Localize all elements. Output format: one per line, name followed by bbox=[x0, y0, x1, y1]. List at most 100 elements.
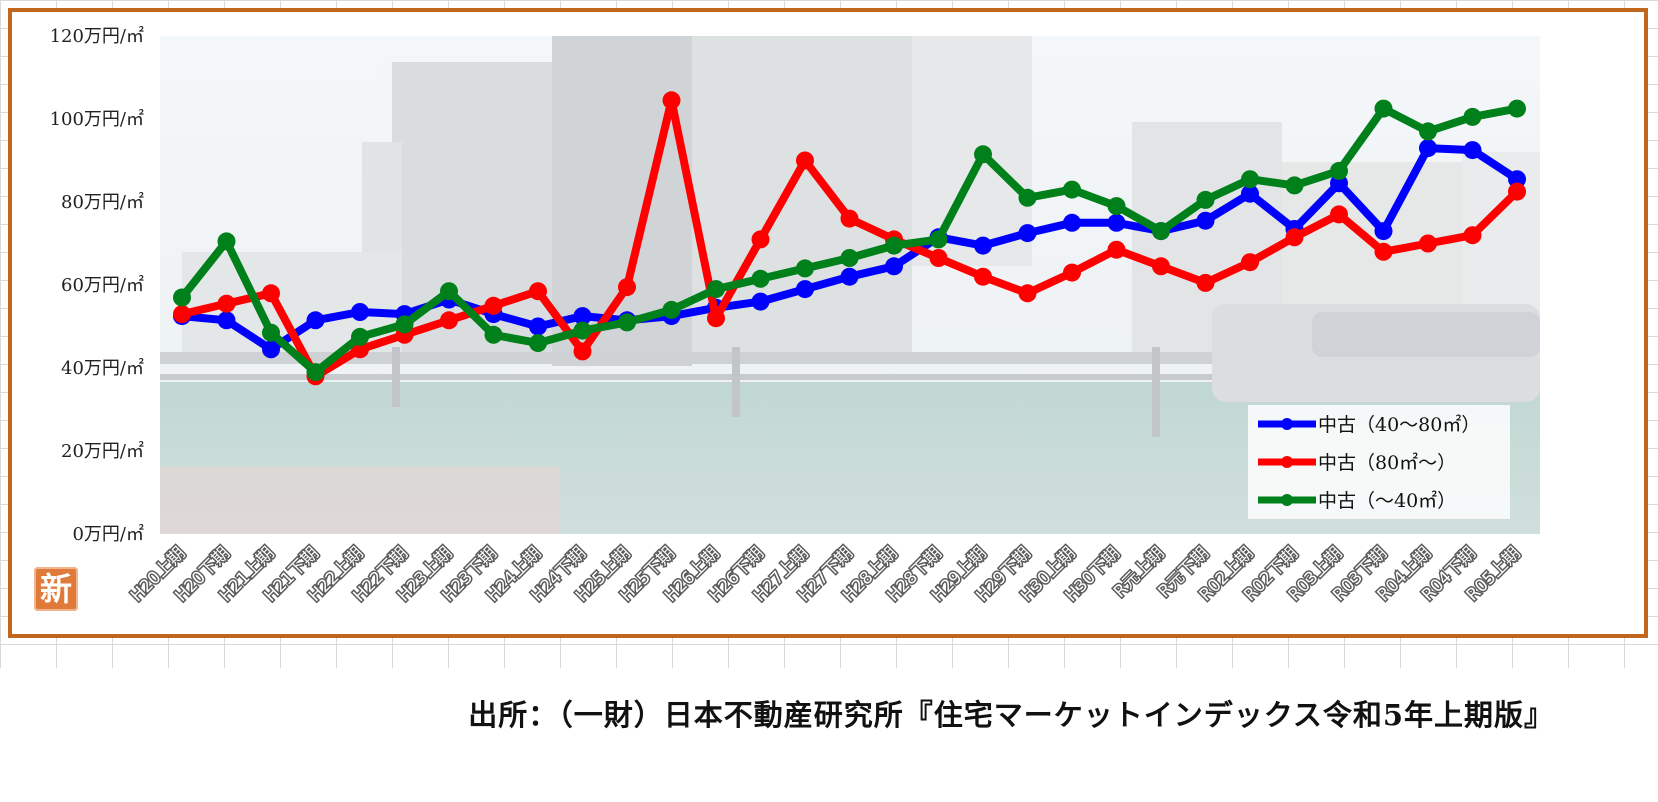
data-point bbox=[484, 325, 503, 344]
data-point bbox=[1508, 170, 1526, 189]
data-point bbox=[262, 284, 280, 303]
data-point bbox=[1419, 122, 1437, 141]
data-point bbox=[1196, 273, 1215, 292]
data-point bbox=[1018, 224, 1037, 243]
legend-swatch-marker bbox=[1281, 494, 1293, 506]
data-point bbox=[395, 315, 414, 334]
data-point bbox=[1241, 253, 1259, 272]
data-point bbox=[796, 259, 814, 278]
legend-swatch-marker bbox=[1281, 418, 1293, 430]
y-tick-label: 100万円/㎡ bbox=[50, 108, 144, 130]
data-point bbox=[529, 334, 547, 353]
data-point bbox=[306, 363, 325, 382]
data-point bbox=[1463, 141, 1482, 160]
y-tick-label: 0万円/㎡ bbox=[72, 523, 144, 545]
data-point bbox=[1107, 240, 1126, 259]
data-point bbox=[440, 282, 458, 301]
data-point bbox=[885, 236, 903, 255]
data-point bbox=[974, 236, 992, 255]
data-point bbox=[1018, 284, 1037, 303]
data-point bbox=[1196, 190, 1215, 209]
data-point bbox=[840, 249, 859, 267]
data-point bbox=[1330, 161, 1348, 180]
data-point bbox=[1374, 222, 1393, 241]
line-chart: 0万円/㎡ 20万円/㎡ 40万円/㎡ 60万円/㎡ 80万円/㎡ 100万円/㎡ 120万… bbox=[50, 25, 1540, 608]
y-tick-label: 20万円/㎡ bbox=[61, 440, 144, 462]
data-point bbox=[217, 294, 236, 313]
data-point bbox=[351, 327, 369, 346]
series-1 bbox=[173, 91, 1526, 386]
data-point bbox=[751, 292, 770, 311]
series-layer bbox=[173, 91, 1526, 386]
data-point bbox=[1419, 234, 1437, 253]
legend-swatch-marker bbox=[1281, 456, 1293, 468]
data-point bbox=[1063, 180, 1081, 199]
data-point bbox=[529, 282, 547, 301]
data-point bbox=[351, 303, 369, 321]
data-point bbox=[1374, 242, 1393, 261]
y-tick-label: 60万円/㎡ bbox=[61, 274, 144, 296]
data-point bbox=[618, 313, 636, 332]
data-point bbox=[573, 342, 592, 361]
data-point bbox=[1508, 182, 1526, 201]
y-tick-label: 40万円/㎡ bbox=[61, 357, 144, 379]
data-point bbox=[1152, 257, 1170, 276]
data-point bbox=[751, 230, 770, 249]
data-point bbox=[1018, 188, 1037, 207]
new-badge-icon: 新 bbox=[34, 567, 78, 611]
data-point bbox=[1330, 174, 1348, 193]
y-tick-label: 80万円/㎡ bbox=[61, 191, 144, 213]
data-point bbox=[217, 232, 236, 251]
data-point bbox=[662, 91, 681, 110]
data-point bbox=[573, 321, 592, 340]
legend-label: 中古（40～80㎡） bbox=[1318, 413, 1480, 436]
data-point bbox=[1330, 205, 1348, 224]
data-point bbox=[306, 311, 325, 330]
data-point bbox=[1241, 170, 1259, 189]
data-point bbox=[1241, 184, 1259, 203]
data-point bbox=[262, 340, 280, 359]
data-point bbox=[1063, 213, 1081, 232]
data-point bbox=[707, 280, 725, 299]
series-2 bbox=[173, 99, 1526, 382]
data-point bbox=[217, 311, 236, 330]
data-point bbox=[1374, 99, 1393, 118]
data-point bbox=[1285, 228, 1304, 247]
data-point bbox=[929, 249, 948, 267]
legend: 中古（40～80㎡） 中古（80㎡～） 中古（～40㎡） bbox=[1248, 405, 1510, 519]
data-point bbox=[885, 257, 903, 276]
data-point bbox=[173, 305, 191, 324]
data-point bbox=[796, 280, 814, 299]
data-point bbox=[751, 269, 770, 288]
data-point bbox=[262, 323, 280, 342]
legend-label: 中古（80㎡～） bbox=[1318, 451, 1456, 474]
data-point bbox=[1107, 213, 1126, 232]
data-point bbox=[1463, 226, 1482, 245]
data-point bbox=[840, 209, 859, 228]
data-point bbox=[1196, 211, 1215, 230]
data-point bbox=[1063, 263, 1081, 282]
data-point bbox=[484, 296, 503, 315]
data-point bbox=[929, 230, 948, 249]
data-point bbox=[1107, 197, 1126, 216]
legend-label: 中古（～40㎡） bbox=[1318, 489, 1456, 512]
data-point bbox=[529, 317, 547, 336]
source-caption: 出所：（一財）日本不動産研究所『住宅マーケットインデックス令和5年上期版』 bbox=[468, 688, 1554, 738]
data-point bbox=[1152, 222, 1170, 241]
data-point bbox=[1419, 139, 1437, 158]
data-point bbox=[707, 309, 725, 328]
y-axis: 0万円/㎡ 20万円/㎡ 40万円/㎡ 60万円/㎡ 80万円/㎡ 100万円/㎡ 120万… bbox=[50, 25, 144, 545]
data-point bbox=[440, 311, 458, 330]
data-point bbox=[173, 288, 191, 307]
data-point bbox=[662, 300, 681, 319]
data-point bbox=[974, 267, 992, 286]
chart-frame: 0万円/㎡ 20万円/㎡ 40万円/㎡ 60万円/㎡ 80万円/㎡ 100万円/㎡ 120万… bbox=[8, 8, 1648, 638]
data-point bbox=[974, 145, 992, 164]
y-tick-label: 120万円/㎡ bbox=[50, 25, 144, 47]
data-point bbox=[573, 307, 592, 326]
data-point bbox=[618, 278, 636, 297]
data-point bbox=[1508, 99, 1526, 118]
data-point bbox=[1285, 176, 1304, 195]
x-axis: H20上期H20下期H21上期H21下期H22上期H22下期H23上期H23下期… bbox=[126, 542, 1527, 608]
